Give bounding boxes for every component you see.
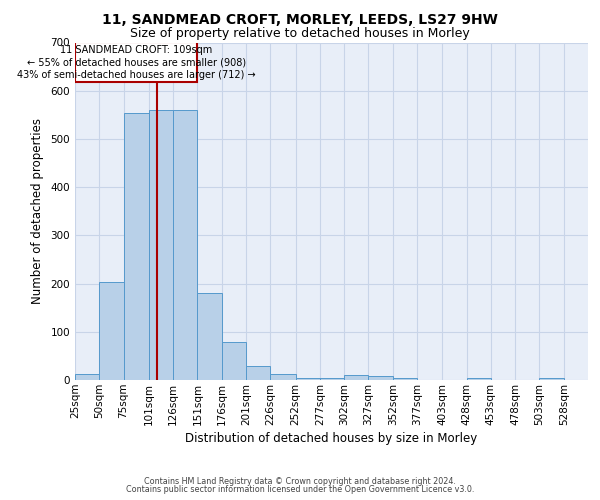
Bar <box>467 378 491 380</box>
Text: Contains public sector information licensed under the Open Government Licence v3: Contains public sector information licen… <box>126 485 474 494</box>
Bar <box>99 282 124 380</box>
Bar <box>344 375 368 380</box>
Bar <box>75 42 197 82</box>
Bar <box>393 378 417 380</box>
Bar <box>173 110 197 380</box>
X-axis label: Distribution of detached houses by size in Morley: Distribution of detached houses by size … <box>185 432 478 445</box>
Bar <box>246 366 270 380</box>
Text: ← 55% of detached houses are smaller (908): ← 55% of detached houses are smaller (90… <box>26 58 246 68</box>
Bar <box>368 376 393 380</box>
Bar <box>124 114 149 380</box>
Bar <box>75 374 99 380</box>
Text: Contains HM Land Registry data © Crown copyright and database right 2024.: Contains HM Land Registry data © Crown c… <box>144 477 456 486</box>
Text: 43% of semi-detached houses are larger (712) →: 43% of semi-detached houses are larger (… <box>17 70 256 80</box>
Bar <box>197 293 222 380</box>
Bar <box>320 378 344 380</box>
Text: Size of property relative to detached houses in Morley: Size of property relative to detached ho… <box>130 28 470 40</box>
Bar <box>222 342 246 380</box>
Bar <box>270 374 296 380</box>
Text: 11, SANDMEAD CROFT, MORLEY, LEEDS, LS27 9HW: 11, SANDMEAD CROFT, MORLEY, LEEDS, LS27 … <box>102 12 498 26</box>
Bar <box>149 110 173 380</box>
Bar <box>296 378 320 380</box>
Bar <box>539 378 564 380</box>
Text: 11 SANDMEAD CROFT: 109sqm: 11 SANDMEAD CROFT: 109sqm <box>60 44 212 54</box>
Y-axis label: Number of detached properties: Number of detached properties <box>31 118 44 304</box>
